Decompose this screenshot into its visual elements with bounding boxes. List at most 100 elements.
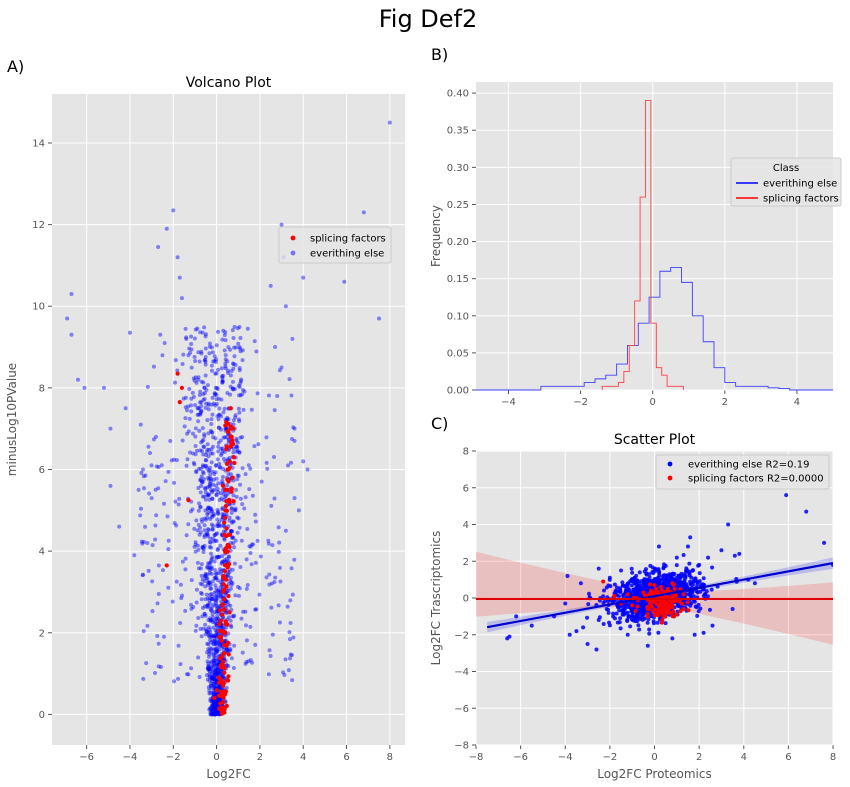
scatter-point-everything-else [625, 604, 630, 609]
volcano-point-everything-else [289, 653, 294, 658]
volcano-point-everything-else [211, 688, 216, 693]
volcano-point-everything-else [225, 359, 230, 364]
volcano-point-everything-else [212, 670, 217, 675]
volcano-point-everything-else [290, 678, 295, 683]
volcano-point-splicing-factor [223, 503, 228, 509]
volcano-point-everything-else [214, 589, 219, 594]
volcano-point-everything-else [229, 510, 234, 515]
volcano-point-everything-else [237, 450, 242, 455]
volcano-point-everything-else [206, 647, 211, 652]
volcano-point-everything-else [101, 385, 106, 390]
scatter-point-everything-else [615, 620, 620, 625]
volcano-point-everything-else [207, 505, 212, 510]
volcano-point-everything-else [219, 397, 224, 402]
volcano-point-everything-else [204, 592, 209, 597]
volcano-point-everything-else [249, 407, 254, 412]
volcano-point-everything-else [237, 393, 242, 398]
volcano-point-everything-else [201, 392, 206, 397]
volcano-point-everything-else [224, 663, 229, 668]
scatter-point-everything-else [710, 565, 715, 570]
volcano-point-everything-else [229, 540, 234, 545]
volcano-point-everything-else [214, 641, 219, 646]
volcano-point-everything-else [231, 450, 236, 455]
scatter-point-splicing-factor [659, 584, 664, 589]
volcano-point-everything-else [201, 544, 206, 549]
volcano-point-everything-else [215, 698, 220, 703]
histogram-panel-letter: B) [431, 45, 448, 64]
volcano-point-everything-else [204, 532, 209, 537]
volcano-point-everything-else [235, 326, 240, 331]
volcano-point-splicing-factor [225, 678, 231, 683]
volcano-point-everything-else [199, 597, 204, 602]
volcano-point-everything-else [231, 361, 236, 366]
scatter-point-splicing-factor [646, 607, 651, 612]
volcano-point-everything-else [218, 669, 223, 674]
volcano-point-everything-else [209, 566, 214, 571]
volcano-point-everything-else [208, 540, 213, 545]
volcano-point-everything-else [243, 661, 248, 666]
volcano-point-everything-else [234, 345, 239, 350]
scatter-point-splicing-factor [672, 586, 677, 591]
volcano-point-everything-else [214, 710, 219, 715]
volcano-point-everything-else [254, 607, 259, 612]
volcano-point-everything-else [212, 712, 217, 717]
volcano-point-everything-else [208, 650, 213, 655]
volcano-point-everything-else [212, 391, 217, 396]
volcano-point-everything-else [238, 435, 243, 440]
volcano-point-everything-else [199, 474, 204, 479]
volcano-point-everything-else [203, 574, 208, 579]
volcano-point-everything-else [211, 676, 216, 681]
volcano-point-everything-else [209, 545, 214, 550]
volcano-point-everything-else [204, 458, 209, 463]
volcano-point-everything-else [215, 710, 220, 715]
volcano-point-everything-else [75, 377, 80, 382]
scatter-point-everything-else [677, 592, 682, 597]
volcano-point-everything-else [218, 491, 223, 496]
volcano-point-everything-else [216, 396, 221, 401]
volcano-point-everything-else [158, 332, 163, 337]
volcano-point-splicing-factor [226, 497, 232, 503]
scatter-point-everything-else [704, 589, 709, 594]
volcano-point-everything-else [222, 676, 227, 681]
volcano-point-everything-else [144, 661, 149, 666]
volcano-point-everything-else [189, 347, 194, 352]
scatter-y-axis-label: Log2FC Trascriptomics [429, 531, 443, 666]
volcano-point-everything-else [207, 664, 212, 669]
volcano-point-everything-else [213, 712, 218, 717]
scatter-point-everything-else [649, 614, 654, 619]
volcano-point-everything-else [266, 672, 271, 677]
scatter-point-everything-else [567, 632, 572, 637]
scatter-point-everything-else [665, 579, 670, 584]
scatter-legend-marker-splicing [667, 475, 673, 481]
histogram-x-tick-label: −4 [501, 397, 516, 408]
volcano-point-everything-else [203, 486, 208, 491]
volcano-point-everything-else [198, 581, 203, 586]
volcano-point-everything-else [207, 570, 212, 575]
volcano-point-everything-else [272, 579, 277, 584]
volcano-point-splicing-factor [220, 662, 225, 668]
volcano-point-everything-else [267, 572, 272, 577]
volcano-point-everything-else [219, 366, 224, 371]
volcano-point-everything-else [206, 403, 211, 408]
volcano-point-everything-else [215, 667, 220, 672]
volcano-point-everything-else [183, 395, 188, 400]
volcano-point-everything-else [233, 508, 238, 513]
volcano-point-everything-else [202, 543, 207, 548]
volcano-point-everything-else [206, 431, 211, 436]
scatter-point-everything-else [695, 613, 700, 618]
volcano-point-everything-else [214, 667, 219, 672]
volcano-point-everything-else [221, 625, 226, 630]
volcano-point-everything-else [202, 494, 207, 499]
volcano-point-everything-else [211, 709, 216, 714]
volcano-point-everything-else [220, 475, 225, 480]
scatter-point-everything-else [678, 582, 683, 587]
volcano-point-everything-else [163, 479, 168, 484]
volcano-point-everything-else [239, 538, 244, 543]
volcano-point-everything-else [220, 554, 225, 559]
volcano-point-everything-else [209, 640, 214, 645]
volcano-point-everything-else [264, 575, 269, 580]
volcano-point-everything-else [176, 676, 181, 681]
volcano-point-splicing-factor [222, 548, 228, 553]
scatter-point-everything-else [710, 623, 715, 628]
volcano-point-everything-else [172, 521, 177, 526]
